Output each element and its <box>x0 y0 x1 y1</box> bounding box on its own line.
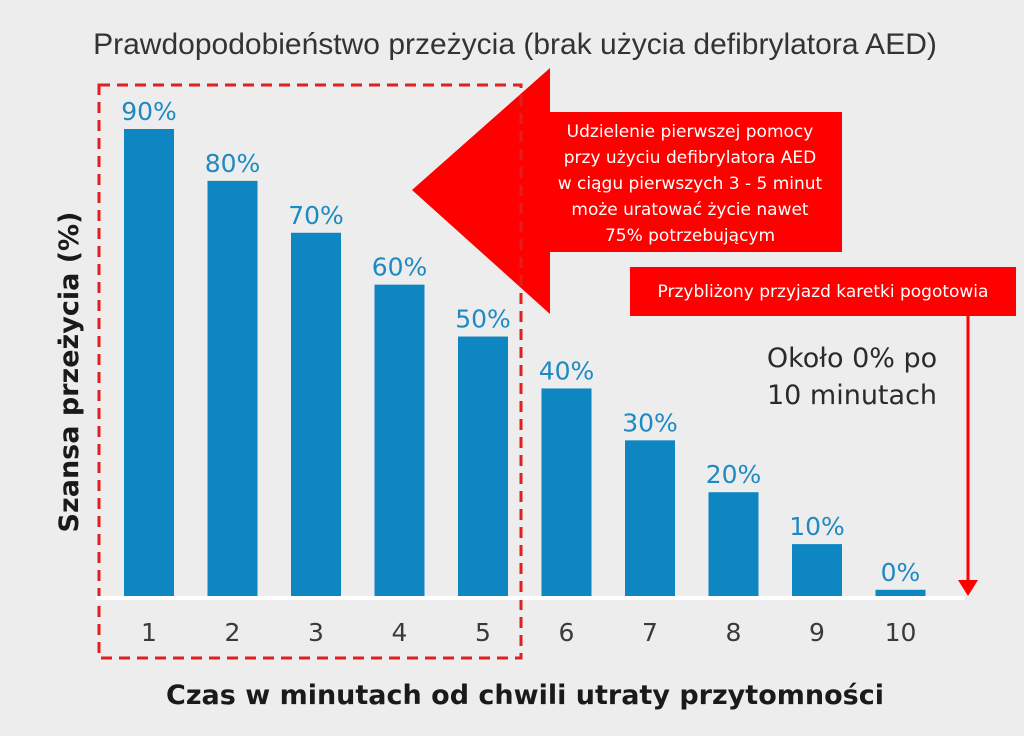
bar-minute-6 <box>541 388 592 596</box>
bar-value-label: 80% <box>205 149 261 178</box>
x-tick-label: 10 <box>885 618 917 647</box>
bar-minute-1 <box>124 129 174 596</box>
zero-after-10-note-line: 10 minutach <box>767 380 937 411</box>
x-tick-label: 9 <box>809 618 825 647</box>
chart-title: Prawdopodobieństwo przeżycia (brak użyci… <box>93 28 937 61</box>
aed-callout-arrow <box>412 68 842 314</box>
bar-minute-3 <box>291 232 341 596</box>
aed-callout-line: Udzielenie pierwszej pomocy <box>567 122 814 142</box>
bar-minute-7 <box>625 440 675 596</box>
aed-callout-line: 75% potrzebującym <box>605 226 775 246</box>
x-tick-label: 6 <box>559 618 575 647</box>
bar-minute-2 <box>207 180 258 596</box>
highlight-box-minutes-1-5 <box>97 83 523 660</box>
x-axis-label: Czas w minutach od chwili utraty przytom… <box>166 680 884 711</box>
bar-value-label: 70% <box>288 201 344 230</box>
bars-group: 90%180%270%360%450%540%630%720%810%90%10 <box>121 97 926 647</box>
x-tick-label: 3 <box>308 618 324 647</box>
x-tick-label: 8 <box>726 618 742 647</box>
bar-minute-10 <box>875 589 926 596</box>
ambulance-label: Przybliżony przyjazd karetki pogotowia <box>658 282 989 302</box>
bar-minute-4 <box>374 284 425 596</box>
bar-value-label: 30% <box>622 408 678 437</box>
bar-value-label: 0% <box>881 558 921 587</box>
bar-minute-8 <box>708 492 759 596</box>
x-tick-label: 7 <box>642 618 658 647</box>
bar-minute-9 <box>792 544 842 596</box>
bar-value-label: 60% <box>372 253 428 282</box>
ambulance-label-box <box>630 267 1016 316</box>
aed-callout-line: przy użyciu defibrylatora AED <box>564 148 816 168</box>
x-tick-label: 2 <box>225 618 241 647</box>
bar-value-label: 20% <box>706 460 762 489</box>
bar-minute-5 <box>458 336 508 596</box>
bar-value-label: 10% <box>789 512 845 541</box>
zero-after-10-note-line: Około 0% po <box>767 343 937 374</box>
aed-callout-line: w ciągu pierwszych 3 - 5 minut <box>558 174 823 194</box>
aed-callout-line: może uratować życie nawet <box>571 200 809 220</box>
x-tick-label: 4 <box>392 618 408 647</box>
ambulance-callout: Przybliżony przyjazd karetki pogotowia <box>630 267 1016 596</box>
x-tick-label: 5 <box>475 618 491 647</box>
aed-callout: Udzielenie pierwszej pomocy przy użyciu … <box>412 68 842 314</box>
x-tick-label: 1 <box>141 618 157 647</box>
bar-value-label: 50% <box>455 305 511 334</box>
ambulance-arrow-head <box>958 580 978 596</box>
bar-value-label: 40% <box>539 356 595 385</box>
y-axis-label: Szansa przeżycia (%) <box>54 212 85 533</box>
bar-value-label: 90% <box>121 97 177 126</box>
